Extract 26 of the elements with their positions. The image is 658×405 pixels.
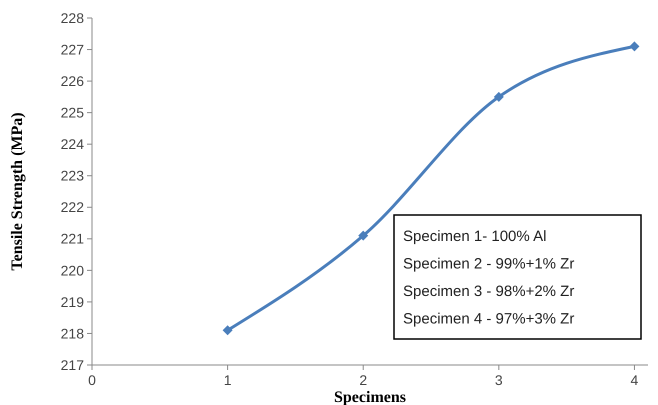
annotation: Specimen 4 - 97%+3% Zr bbox=[403, 310, 574, 328]
y-tick-label: 223 bbox=[60, 168, 84, 184]
y-tick-label: 217 bbox=[60, 356, 84, 373]
x-tick-label: 4 bbox=[630, 372, 639, 388]
y-tick-label: 225 bbox=[60, 104, 84, 121]
point bbox=[358, 230, 368, 241]
x-tick-label: 1 bbox=[224, 372, 232, 388]
y-tick-label: 219 bbox=[60, 294, 84, 310]
point bbox=[629, 41, 640, 52]
point bbox=[222, 325, 233, 336]
y-axis-title: Tensile Strength (MPa) bbox=[9, 112, 26, 271]
y-tick-label: 221 bbox=[60, 230, 84, 247]
point bbox=[494, 92, 504, 102]
y-tick-label: 227 bbox=[60, 41, 84, 58]
y-tick-label: 228 bbox=[60, 10, 84, 26]
x-tick-label: 3 bbox=[494, 372, 503, 388]
x-tick-label: 0 bbox=[88, 372, 96, 388]
y-tick-label: 226 bbox=[60, 72, 84, 89]
annotation: Specimen 1- 100% Al bbox=[403, 228, 546, 245]
y-tick-label: 218 bbox=[60, 325, 84, 342]
annotation: Specimen 2 - 99%+1% Zr bbox=[403, 256, 574, 272]
y-tick-label: 222 bbox=[60, 199, 84, 216]
x-tick-label: 2 bbox=[359, 372, 368, 388]
y-tick-label: 224 bbox=[60, 136, 84, 152]
y-tick-label: 220 bbox=[60, 262, 84, 278]
annotation: Specimen 3 - 98%+2% Zr bbox=[403, 283, 574, 300]
